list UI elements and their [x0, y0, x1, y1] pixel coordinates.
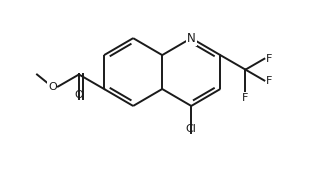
Text: F: F: [242, 93, 249, 103]
Text: F: F: [266, 54, 272, 64]
Text: F: F: [266, 75, 272, 85]
Text: O: O: [75, 90, 83, 100]
Text: N: N: [187, 32, 196, 45]
Text: O: O: [48, 82, 57, 91]
Text: Cl: Cl: [186, 124, 197, 134]
